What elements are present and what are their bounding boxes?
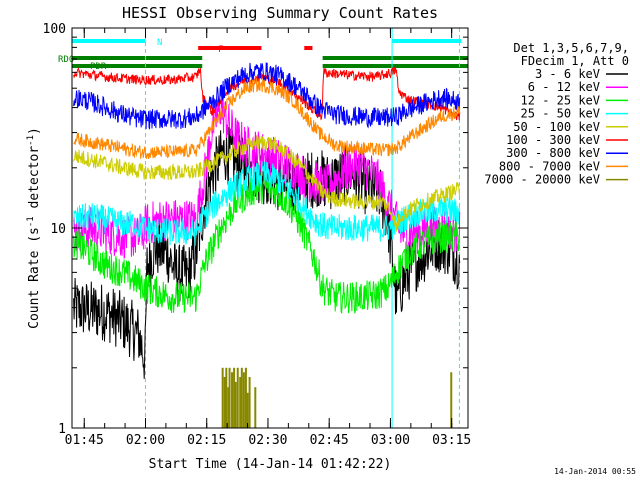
legend: Det 1,3,5,6,7,9, FDecim 1, Att 0 3 - 6 k… — [484, 41, 629, 187]
footer-timestamp: 14-Jan-2014 00:55 — [554, 467, 636, 476]
flag-layer: N F RD0 PDR — [58, 38, 468, 72]
flag-label-f: F — [218, 45, 223, 55]
legend-header-line-2: FDecim 1, Att 0 — [521, 54, 629, 68]
legend-label-6: 300 - 800 keV — [506, 146, 600, 160]
legend-label-2: 12 - 25 keV — [521, 93, 600, 107]
series-line-2 — [73, 173, 461, 314]
y-tick-label-0: 1 — [58, 422, 66, 437]
legend-label-1: 6 - 12 keV — [528, 80, 600, 94]
x-tick-label-3: 02:30 — [248, 433, 287, 448]
y-axis-label-sup2: -1 — [26, 135, 36, 146]
axis-layer: 1 10 100 01:45 02:00 02:15 02:30 02:45 03:00 03:1… — [43, 22, 472, 448]
y-axis-label-mid: detector — [27, 146, 42, 217]
flag-label-pdr: PDR — [90, 62, 107, 72]
x-tick-label-2: 02:15 — [187, 433, 226, 448]
series-line-0 — [73, 127, 461, 379]
legend-label-8: 7000 - 20000 keV — [484, 173, 600, 187]
y-axis-label-main: Count Rate (s — [27, 227, 42, 329]
x-tick-label-0: 01:45 — [65, 433, 104, 448]
series-line-7 — [73, 78, 461, 159]
chart-title: HESSI Observing Summary Count Rates — [122, 4, 438, 22]
x-axis-label: Start Time (14-Jan-14 01:42:22) — [149, 457, 392, 472]
x-tick-label-1: 02:00 — [126, 433, 165, 448]
y-tick-label-2: 100 — [43, 22, 66, 37]
y-axis-label-end: ) — [27, 127, 42, 135]
legend-label-7: 800 - 7000 keV — [499, 159, 600, 173]
y-axis-label: Count Rate (s-1 detector-1) — [26, 127, 42, 329]
legend-header-line-1: Det 1,3,5,6,7,9, — [513, 41, 629, 55]
x-tick-label-5: 03:00 — [371, 433, 410, 448]
legend-label-4: 50 - 100 keV — [513, 120, 600, 134]
y-tick-label-1: 10 — [50, 222, 66, 237]
legend-label-0: 3 - 6 keV — [535, 67, 600, 81]
y-axis-label-sup1: -1 — [26, 216, 36, 227]
series-line-6 — [73, 62, 461, 130]
series-line-5 — [73, 65, 461, 121]
flag-label-rd0: RD0 — [58, 55, 74, 65]
series-line-4 — [73, 134, 461, 232]
series-line-3 — [73, 161, 461, 247]
legend-label-5: 100 - 300 keV — [506, 133, 600, 147]
legend-label-3: 25 - 50 keV — [521, 107, 600, 121]
x-tick-label-6: 03:15 — [432, 433, 471, 448]
x-tick-label-4: 02:45 — [310, 433, 349, 448]
flag-label-n: N — [157, 38, 162, 48]
